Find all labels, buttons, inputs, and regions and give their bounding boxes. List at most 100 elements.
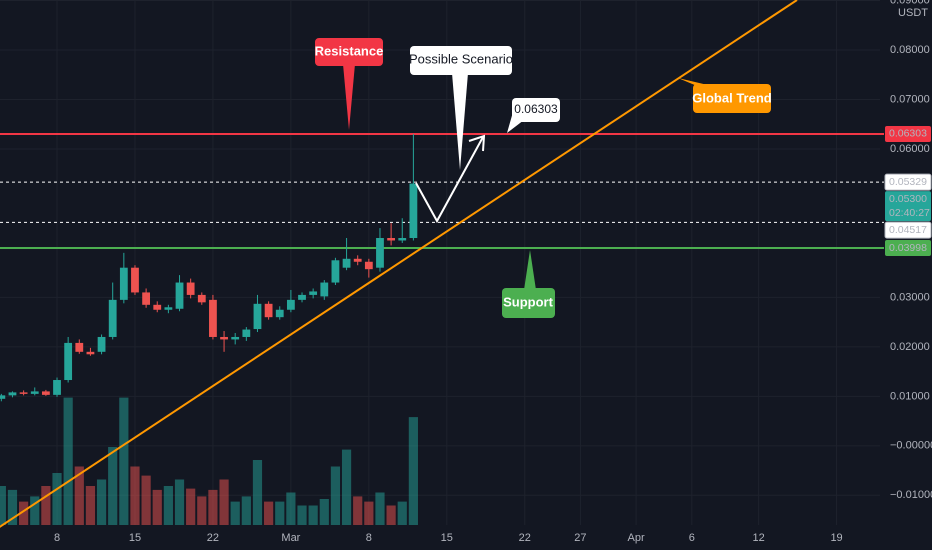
candle-body: [197, 294, 206, 303]
candle-body: [53, 380, 61, 395]
scenario-callout: Possible Scenario: [409, 46, 513, 170]
candle-body: [231, 336, 240, 340]
y-tick-label: 0.02000: [890, 341, 930, 353]
price-label-bg: [885, 191, 931, 222]
callout-text: Possible Scenario: [409, 51, 513, 66]
candle-body: [108, 299, 117, 337]
callout-box: [512, 98, 560, 122]
price-label-bg: [885, 240, 931, 257]
candle-body: [119, 267, 128, 300]
volume-bar: [41, 486, 51, 525]
arrow-head: [468, 134, 486, 152]
volume-bar: [85, 486, 96, 525]
candle-body: [75, 342, 84, 352]
volume-bar: [364, 501, 374, 525]
candle-body: [342, 258, 351, 268]
volume-bar: [341, 449, 352, 525]
callout-box: [410, 46, 512, 75]
volume-bar: [275, 501, 285, 525]
price-axis-bg: [884, 0, 932, 550]
candles: [0, 133, 418, 402]
scenario-path: [415, 136, 484, 224]
support-callout: Support: [502, 250, 555, 318]
volume-bar: [319, 499, 329, 525]
x-tick-label: 15: [441, 532, 453, 544]
volume-bar: [174, 479, 185, 525]
candle-body: [298, 294, 306, 300]
volume-bar: [353, 496, 363, 525]
candle-body: [41, 391, 50, 395]
volume-bar: [96, 479, 107, 525]
x-tick-label: 19: [830, 532, 842, 544]
candle-body: [286, 299, 295, 310]
unit-label: USDT: [898, 7, 928, 19]
candle-body: [30, 391, 39, 394]
price-lines: [0, 132, 884, 250]
volume-pane: [0, 397, 418, 525]
y-tick-label: −0.01000: [890, 489, 932, 501]
volume-bar: [297, 505, 307, 525]
volume-bar: [375, 492, 385, 525]
callout-box: [693, 84, 771, 113]
volume-bar: [386, 505, 396, 525]
volume-bar: [230, 501, 240, 525]
x-tick-label: 22: [519, 532, 531, 544]
candle-body: [209, 299, 217, 337]
scenario-arrow: [415, 134, 486, 224]
x-tick-label: Apr: [628, 532, 645, 544]
candle-body: [409, 183, 418, 239]
price-callout: 0.06303: [507, 98, 560, 133]
price-label-bg: [884, 173, 932, 191]
candle-body: [242, 329, 251, 337]
callout-box: [502, 288, 555, 318]
volume-bar: [0, 486, 6, 525]
volume-bar: [7, 489, 18, 525]
candle-body: [376, 238, 384, 268]
volume-bar: [219, 479, 229, 525]
candle-body: [264, 303, 273, 318]
candle-body: [0, 395, 6, 399]
candle-body: [275, 309, 284, 318]
candle-body: [364, 261, 373, 270]
candle-body: [331, 260, 340, 283]
volume-bar: [264, 501, 274, 525]
volume-bar: [19, 501, 29, 525]
countdown: 02:40:27: [889, 207, 930, 219]
price-label: 0.05329: [889, 176, 927, 188]
volume-bar: [74, 466, 84, 525]
volume-bar: [408, 417, 418, 525]
x-tick-label: 12: [752, 532, 764, 544]
y-tick-label: 0.03000: [890, 291, 930, 303]
time-axis: 8 15 22 Mar 8 15 22 27 Apr 6 12 19: [54, 532, 843, 544]
volume-bar: [163, 486, 173, 525]
candle-body: [164, 307, 173, 310]
candle-body: [19, 392, 28, 394]
candle-body: [320, 282, 329, 297]
price-axis: 0.09000 0.08000 0.07000 0.06000 0.03000 0.020…: [884, 0, 932, 501]
resistance-callout: Resistance: [315, 38, 384, 130]
price-label: 0.03998: [889, 242, 927, 254]
candle-body: [153, 304, 162, 310]
candle-body: [253, 303, 262, 330]
trend-line: [0, 0, 798, 528]
y-tick-label: 0.06000: [890, 143, 930, 155]
callout-pointer: [452, 73, 468, 170]
candle-body: [387, 238, 396, 241]
volume-bar: [397, 501, 407, 525]
price-label-bg: [885, 125, 931, 142]
volume-bar: [30, 496, 40, 525]
volume-bar: [152, 489, 162, 525]
callout-text: 0.06303: [514, 102, 558, 116]
candle-body: [64, 342, 73, 381]
candle-body: [353, 258, 362, 262]
volume-bar: [52, 473, 62, 525]
candle-body: [398, 238, 407, 241]
candle-body: [131, 267, 139, 293]
candle-body: [220, 336, 228, 340]
callout-text: Resistance: [315, 43, 384, 58]
callout-pointer: [343, 64, 355, 130]
volume-bar: [308, 505, 318, 525]
callout-text: Support: [503, 294, 553, 309]
